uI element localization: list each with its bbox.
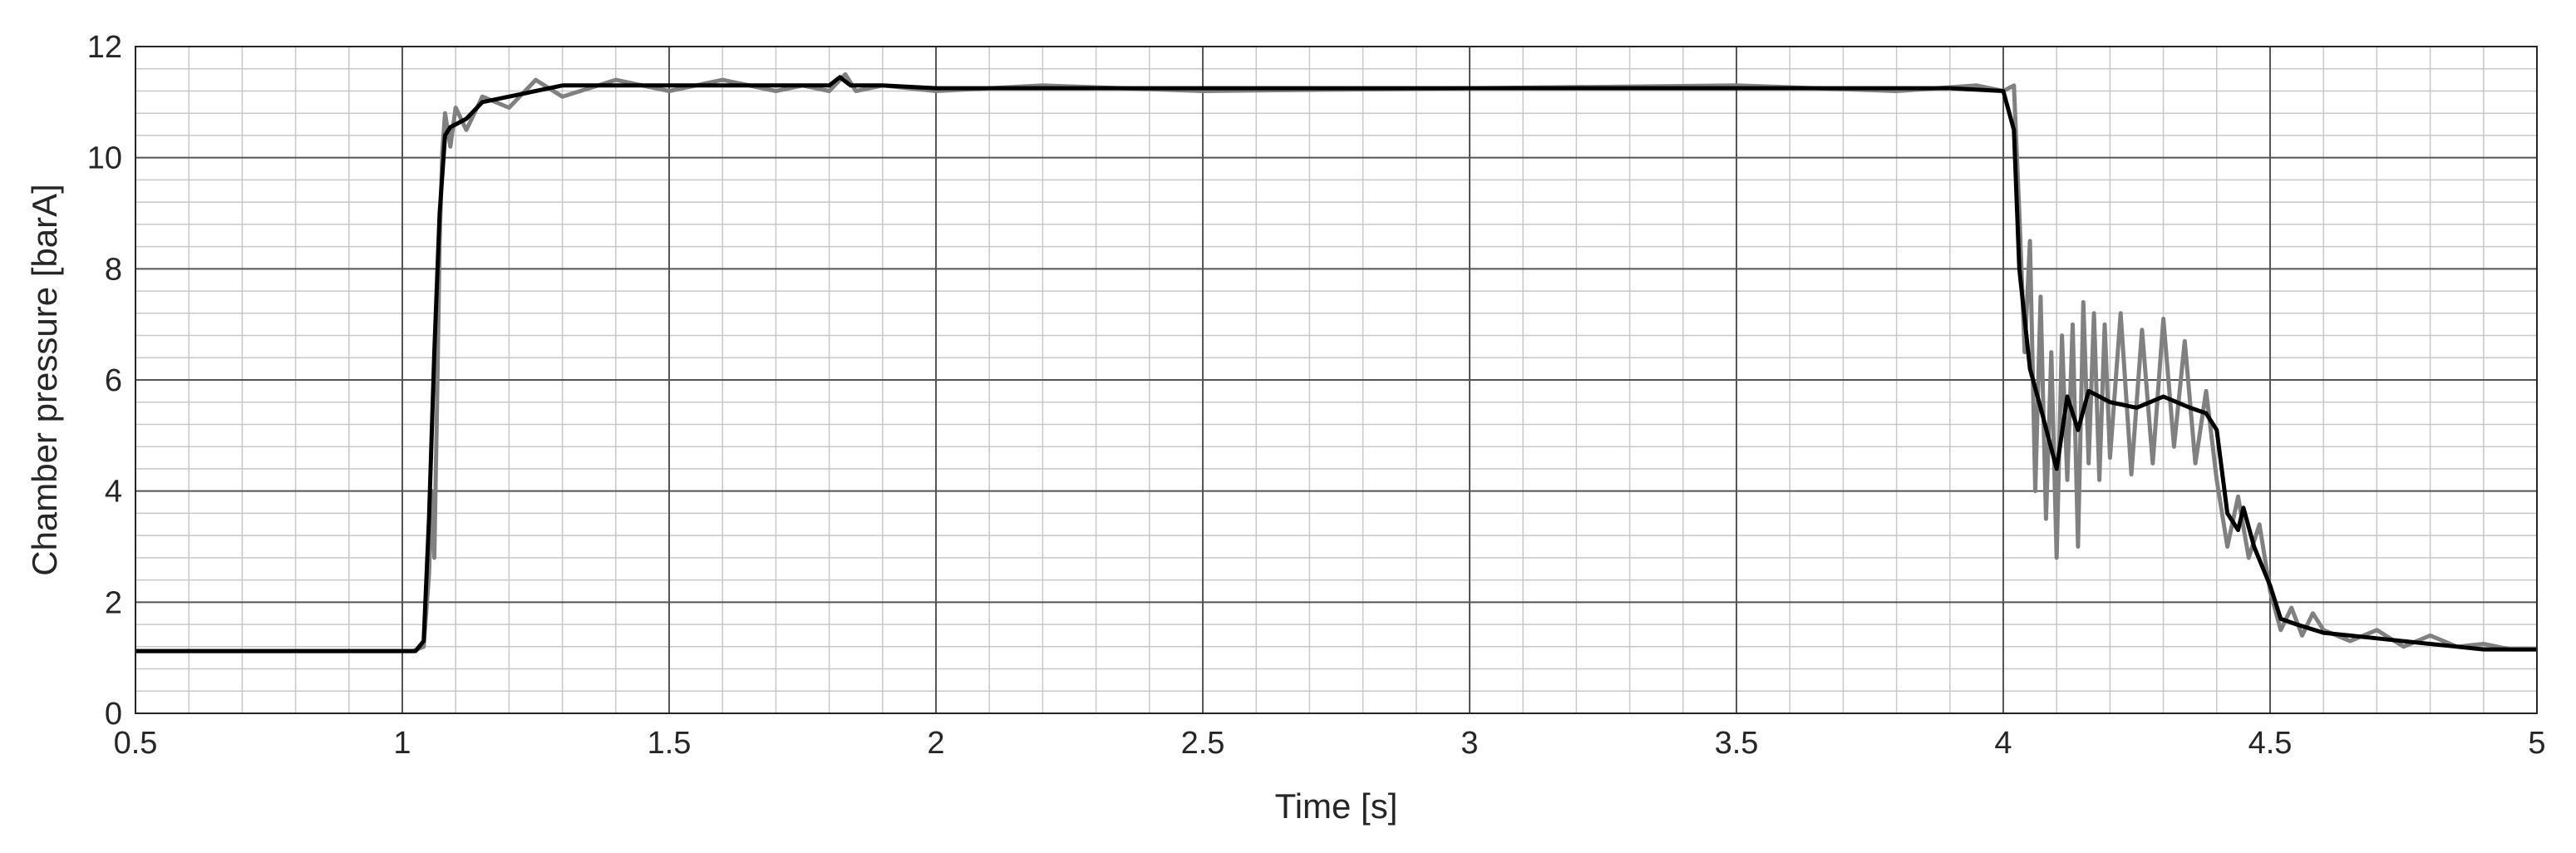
x-tick-label: 3.5: [1715, 726, 1759, 761]
y-tick-label: 0: [105, 697, 122, 732]
x-tick-label: 2: [927, 726, 944, 761]
y-tick-label: 6: [105, 363, 122, 398]
y-tick-label: 2: [105, 585, 122, 620]
x-tick-label: 2.5: [1181, 726, 1225, 761]
plot-frame: [135, 46, 2538, 714]
x-axis-title: Time [s]: [1275, 786, 1398, 826]
y-tick-labels: 0 2 4 6 8 10 12: [87, 30, 122, 732]
series-layer: [135, 71, 2537, 653]
x-tick-label: 1: [393, 726, 411, 761]
y-tick-label: 12: [87, 30, 122, 65]
x-tick-label: 1.5: [648, 726, 692, 761]
x-tick-label: 4.5: [2248, 726, 2293, 761]
x-tick-label: 5: [2528, 726, 2545, 761]
x-tick-label: 0.5: [114, 726, 158, 761]
x-tick-label: 4: [1994, 726, 2012, 761]
series-line-2: [135, 75, 2537, 653]
y-tick-label: 10: [87, 141, 122, 176]
x-tick-labels: 0.5 1 1.5 2 2.5 3 3.5 4 4.5 5: [114, 726, 2546, 761]
y-axis-title: Chamber pressure [barA]: [25, 184, 64, 576]
y-tick-label: 4: [105, 475, 122, 510]
x-tick-label: 3: [1460, 726, 1478, 761]
y-tick-label: 8: [105, 252, 122, 287]
